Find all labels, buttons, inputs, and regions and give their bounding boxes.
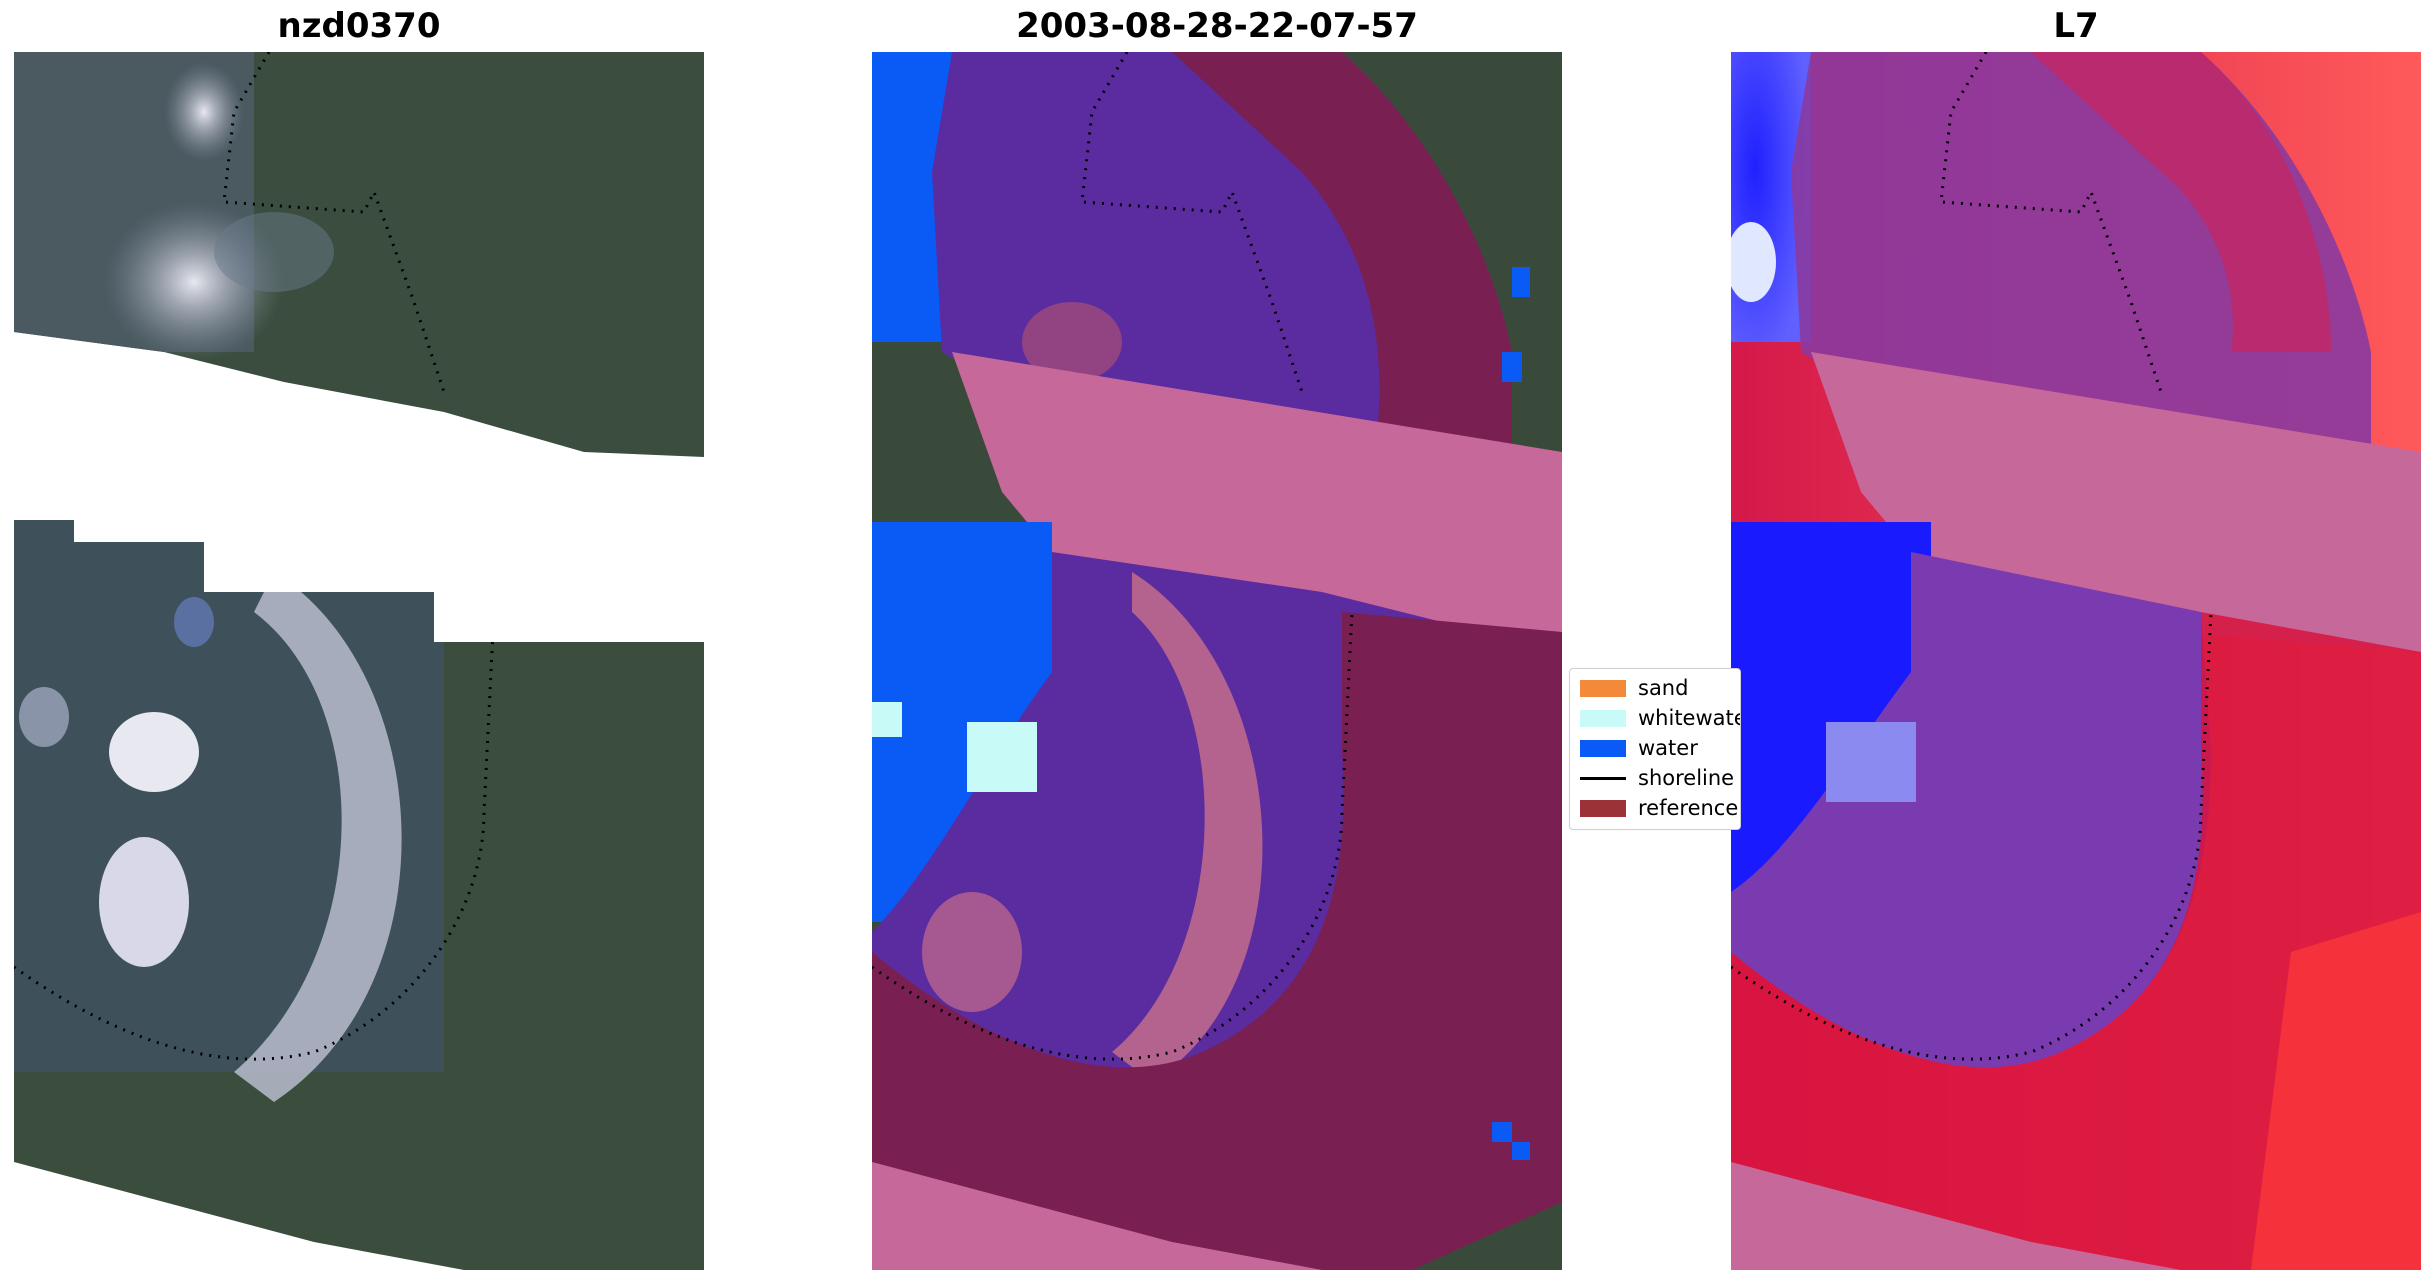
classified-image-panel bbox=[872, 52, 1562, 1270]
rgb-top-strip bbox=[14, 52, 704, 457]
legend-item-shoreline: shoreline bbox=[1570, 765, 1740, 790]
legend-label-water: water bbox=[1638, 736, 1698, 760]
legend-item-sand: sand bbox=[1570, 675, 1740, 700]
legend-label-whitewater: whitewater bbox=[1638, 706, 1740, 730]
index-image-panel bbox=[1731, 52, 2421, 1270]
rgb-panel-title: nzd0370 bbox=[277, 6, 441, 46]
classified-panel-title: 2003-08-28-22-07-57 bbox=[1016, 6, 1418, 46]
reference-swatch bbox=[1580, 800, 1626, 817]
shoreline-swatch bbox=[1580, 777, 1626, 780]
whitewater-swatch bbox=[1580, 710, 1626, 727]
legend-label-reference: reference bbox=[1638, 796, 1739, 820]
legend-item-whitewater: whitewater bbox=[1570, 705, 1740, 730]
legend-item-reference: reference bbox=[1570, 795, 1740, 820]
rgb-bottom-strip bbox=[14, 520, 704, 1270]
whitewater-class-area bbox=[967, 722, 1037, 792]
legend-item-water: water bbox=[1570, 735, 1740, 760]
rgb-image-panel bbox=[14, 52, 704, 1270]
legend-label-sand: sand bbox=[1638, 676, 1689, 700]
index-panel-title: L7 bbox=[2053, 6, 2099, 46]
sand-swatch bbox=[1580, 680, 1626, 697]
water-swatch bbox=[1580, 740, 1626, 757]
legend: sand whitewater water shoreline referenc… bbox=[1569, 668, 1741, 830]
legend-label-shoreline: shoreline bbox=[1638, 766, 1735, 790]
